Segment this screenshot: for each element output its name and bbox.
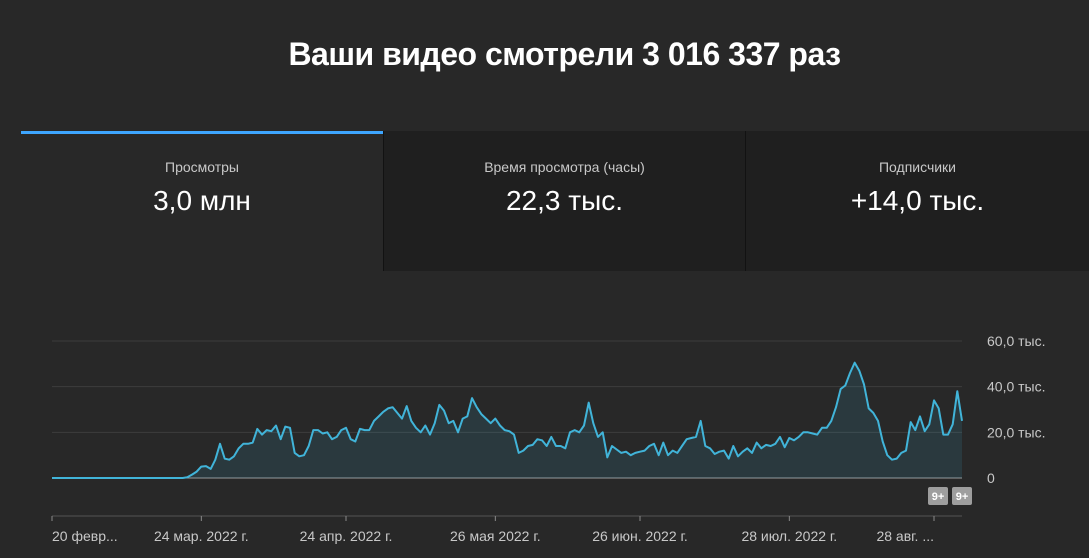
metric-tabs: Просмотры 3,0 млн Время просмотра (часы)… — [21, 131, 1089, 271]
annotation-badge[interactable]: 9+ — [952, 487, 972, 505]
y-tick-label: 20,0 тыс. — [987, 424, 1046, 440]
x-tick-label: 26 мая 2022 г. — [450, 528, 541, 544]
x-tick-label: 28 июл. 2022 г. — [741, 528, 837, 544]
annotation-badge-text: 9+ — [932, 491, 945, 503]
views-area — [52, 362, 962, 478]
y-tick-label: 0 — [987, 470, 995, 486]
x-tick-label: 26 июн. 2022 г. — [592, 528, 688, 544]
y-tick-label: 60,0 тыс. — [987, 333, 1046, 349]
tab-views[interactable]: Просмотры 3,0 млн — [21, 131, 383, 271]
tab-subscribers[interactable]: Подписчики +14,0 тыс. — [745, 131, 1089, 271]
x-tick-label: 20 февр... — [52, 528, 118, 544]
tab-views-value: 3,0 млн — [153, 185, 251, 216]
chart-x-axis: 20 февр... 24 мар. 2022 г. 24 апр. 2022 г.… — [51, 515, 962, 544]
y-tick-label: 40,0 тыс. — [987, 379, 1046, 395]
x-tick-label: 24 мар. 2022 г. — [154, 528, 249, 544]
x-tick-label: 28 авг. ... — [876, 528, 934, 544]
headline: Ваши видео смотрели 3 016 337 раз — [288, 36, 841, 72]
tab-watch-time[interactable]: Время просмотра (часы) 22,3 тыс. — [383, 131, 745, 271]
tab-watch-time-label: Время просмотра (часы) — [484, 159, 645, 175]
views-line[interactable] — [52, 361, 963, 479]
tab-subscribers-label: Подписчики — [878, 159, 956, 175]
annotation-badges: 9+ 9+ — [928, 487, 972, 505]
tab-views-label: Просмотры — [165, 159, 239, 175]
tab-subscribers-value: +14,0 тыс. — [850, 185, 985, 216]
chart-y-axis: 0 20,0 тыс. 40,0 тыс. 60,0 тыс. — [987, 333, 1046, 486]
x-tick-label: 24 апр. 2022 г. — [300, 528, 393, 544]
tab-watch-time-value: 22,3 тыс. — [505, 185, 623, 216]
annotation-badge[interactable]: 9+ — [928, 487, 948, 505]
annotation-badge-text: 9+ — [956, 491, 969, 503]
